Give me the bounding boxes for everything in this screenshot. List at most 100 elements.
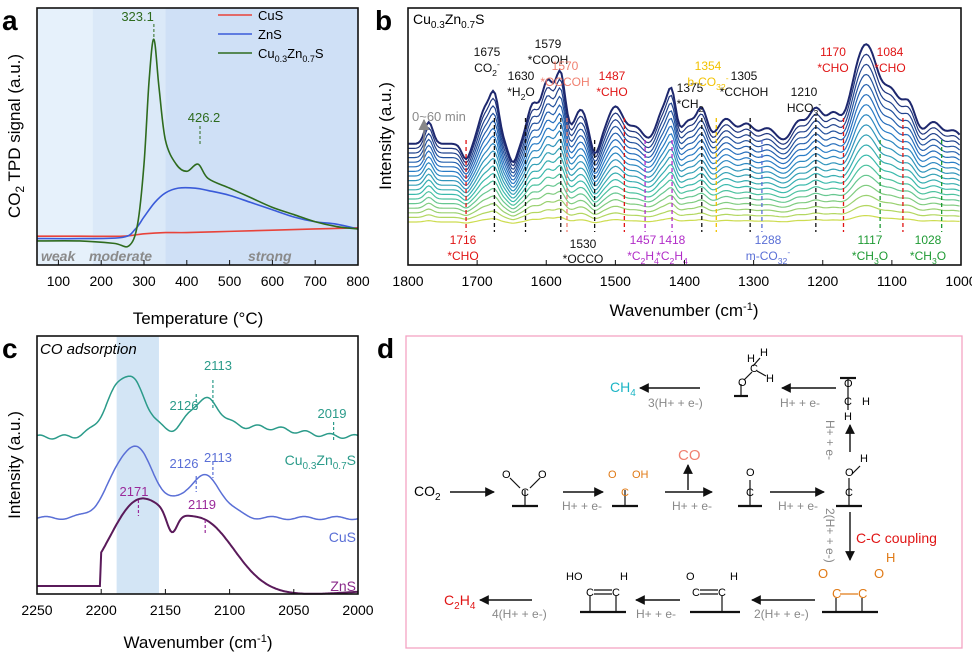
b-peak-wn: 1210 [791, 85, 818, 99]
b-spectrum [408, 184, 960, 214]
b-peak-species: *OCCO [563, 252, 604, 266]
b-peak-species: b-CO32- [687, 73, 728, 92]
c-xlabel: Wavenumber (cm-1) [124, 633, 273, 652]
region-label-moderate: moderate [89, 248, 152, 264]
a-xtick-label: 600 [261, 273, 285, 289]
b-peak-species: CO2- [474, 59, 500, 78]
b-spectrum [408, 43, 961, 164]
b-spectrum [408, 134, 960, 196]
a-legend-label: CuS [258, 8, 284, 23]
d-step4: 4(H+ + e-) [492, 607, 547, 621]
b-spectra [408, 43, 961, 224]
b-peak-species: *C2H4 [656, 249, 688, 266]
d-cho-o: O [845, 467, 854, 479]
b-spectrum [408, 93, 960, 181]
b-peak-species: *CHO [874, 61, 905, 75]
d-step2: 2(H+ + e-) [754, 607, 809, 621]
b-spectrum [408, 154, 960, 203]
d-ch3o-h2: H [760, 347, 768, 359]
d-step2-vert: 2(H+ + e-) [823, 508, 837, 563]
d-co: CO [678, 447, 701, 464]
a-xtick-label: 200 [90, 273, 114, 289]
c-xtick-label: 2100 [214, 602, 245, 618]
d-co2-ads [509, 477, 541, 508]
d-co-ads [738, 480, 762, 508]
b-peak-species: *CCHOH [720, 85, 769, 99]
b-spectrum [408, 63, 961, 170]
a-lines [36, 38, 359, 248]
b-peak-species: *CH3O [852, 249, 888, 266]
a-xtick-label: 300 [132, 273, 156, 289]
a-ylabel: CO2 TPD signal (a.u.) [5, 54, 27, 218]
b-peak-wn: 1579 [535, 37, 562, 51]
c-peak-label: 2113 [204, 358, 232, 373]
c-peak-label: 2171 [120, 484, 149, 499]
panel-a: a weak moderate strong 323.1 426.2 100 200 30… [2, 5, 370, 328]
d-cho-c: C [845, 487, 853, 499]
d-step-3: H+ + e- [672, 499, 712, 513]
b-spectrum [408, 124, 960, 192]
b-peak-wn: 1288 [755, 233, 782, 247]
c-xtick-label: 2150 [150, 602, 181, 618]
b-spectrum [408, 53, 961, 167]
region-weak [37, 8, 93, 265]
d-cooh-oh: OH [632, 469, 649, 481]
c-xtick-label: 2050 [278, 602, 309, 618]
b-peak-species: *CHO [596, 85, 627, 99]
b-peak-wn: 1084 [877, 45, 904, 59]
c-series-label-zns: ZnS [330, 578, 356, 594]
region-label-strong: strong [248, 248, 292, 264]
b-peak-wn: 1375 [677, 81, 704, 95]
b-axes: 1800 1700 1600 1500 1400 1300 1200 1100 1000 [392, 260, 972, 289]
b-peak-wn: 1305 [731, 69, 758, 83]
c-xtick-label: 2200 [86, 602, 117, 618]
c-series-1 [36, 445, 359, 521]
b-peak-species: *H2O [507, 85, 534, 102]
b-dashes [465, 118, 943, 232]
d-occoh-molecule [822, 593, 878, 614]
b-xtick-label: 1200 [807, 273, 838, 289]
b-peak-species: *CHO [447, 249, 478, 263]
b-xtick-label: 1100 [877, 273, 907, 289]
d-choh-h2: H [844, 411, 852, 423]
d-co-ads-c: C [746, 487, 754, 499]
b-spectrum [408, 164, 960, 206]
b-peak-wn: 1570 [552, 59, 579, 73]
a-regions: weak moderate strong [37, 8, 358, 265]
b-peak-wn: 1028 [915, 233, 942, 247]
d-occh-c2: C [718, 587, 726, 599]
b-xtick-label: 1400 [669, 273, 700, 289]
c-peak-label: 2119 [188, 497, 216, 512]
d-hoccch-molecule [580, 589, 626, 614]
c-inset-title: CO adsorption [40, 341, 137, 358]
b-sample-label: Cu0.3Zn0.7S [413, 11, 484, 31]
a-series-1 [36, 186, 359, 240]
b-spectrum [408, 114, 960, 188]
c-band-rect [116, 336, 159, 594]
region-moderate [92, 8, 166, 265]
region-label-weak: weak [41, 248, 76, 264]
d-co2-ads-o1: O [502, 469, 511, 481]
d-hoc-c2: C [612, 587, 620, 599]
d-cooh-o: O [608, 469, 617, 481]
d-hoc-ho: HO [566, 571, 583, 583]
c-peak-label: 2113 [204, 450, 232, 465]
d-ch3o-atoms: O [738, 377, 747, 389]
b-xtick-label: 1700 [462, 273, 493, 289]
d-occoh-c2: C [858, 586, 867, 601]
d-co2-ads-o2: O [538, 469, 547, 481]
a-xtick-label: 800 [346, 273, 370, 289]
b-peak-wn: 1530 [570, 237, 597, 251]
b-peak-species: m-CO32- [746, 247, 791, 266]
c-series-label-cuzn: Cu0.3Zn0.7S [285, 452, 356, 472]
b-peak-wn: 1117 [858, 233, 883, 247]
c-series-0 [36, 375, 359, 440]
a-series-0 [37, 226, 359, 238]
b-peak-wn: 1457 [630, 233, 657, 247]
d-occoh-h: H [886, 550, 895, 565]
b-spectrum [408, 174, 960, 210]
